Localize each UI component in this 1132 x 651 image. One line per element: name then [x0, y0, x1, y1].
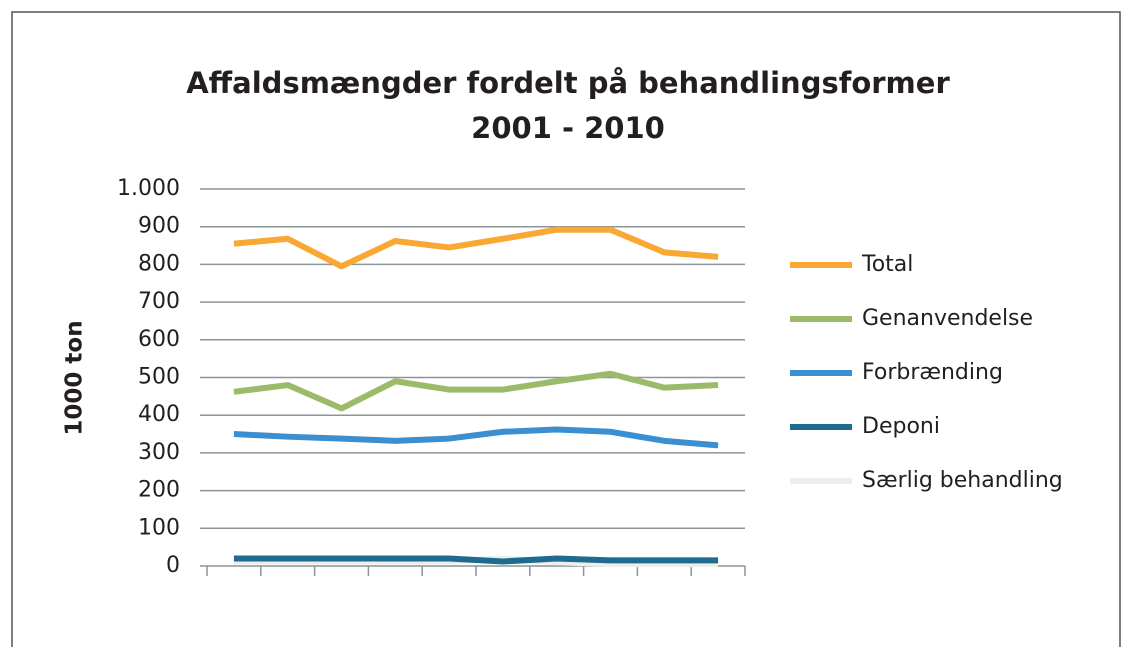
- series-line: [233, 426, 719, 449]
- legend-label: Genanvendelse: [862, 306, 1033, 331]
- y-tick-label: 200: [138, 478, 180, 503]
- y-tick-label: 400: [138, 402, 180, 427]
- legend-label: Total: [861, 252, 913, 277]
- series-line: [233, 370, 719, 412]
- y-tick-label: 800: [138, 251, 180, 276]
- y-tick-label: 0: [166, 553, 180, 578]
- y-tick-label: 100: [138, 515, 180, 540]
- legend-label: Særlig behandling: [862, 468, 1063, 493]
- series-line: [233, 555, 719, 565]
- y-axis-label: 1000 ton: [62, 320, 88, 435]
- legend-label: Forbrænding: [862, 360, 1003, 385]
- frame: [11, 11, 1121, 647]
- y-tick-label: 300: [138, 440, 180, 465]
- chart-title: Affaldsmængder fordelt på behandlingsfor…: [186, 66, 950, 100]
- series-line: [233, 226, 719, 270]
- y-tick-label: 700: [138, 289, 180, 314]
- y-tick-label: 1.000: [117, 176, 180, 201]
- y-tick-label: 500: [138, 365, 180, 390]
- chart-subtitle: 2001 - 2010: [471, 111, 665, 145]
- legend-label: Deponi: [862, 414, 940, 439]
- y-tick-label: 900: [138, 214, 180, 239]
- y-tick-label: 600: [138, 327, 180, 352]
